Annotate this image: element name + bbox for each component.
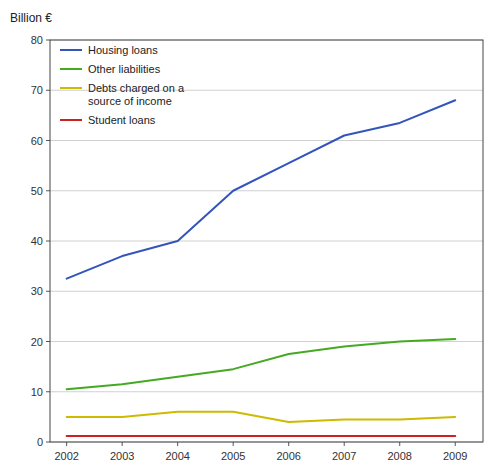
- y-tick: [46, 341, 50, 342]
- grid: [50, 40, 483, 442]
- x-tick: [233, 442, 234, 446]
- series-line: [67, 412, 456, 422]
- series-line: [67, 435, 456, 437]
- legend: Housing loans Other liabilities Debts char…: [60, 44, 185, 126]
- legend-label: Housing loans: [88, 44, 158, 56]
- y-tick: [46, 241, 50, 242]
- x-tick: [122, 442, 123, 446]
- y-tick-label: 60: [31, 135, 43, 147]
- x-tick: [177, 442, 178, 446]
- x-tick-label: 2004: [165, 450, 189, 462]
- legend-swatch: [60, 68, 82, 70]
- y-axis-label: Billion €: [10, 11, 52, 25]
- x-tick-label: 2005: [221, 450, 245, 462]
- legend-label: Other liabilities: [88, 63, 161, 75]
- plot-frame: [50, 40, 483, 442]
- legend-swatch: [60, 87, 82, 89]
- y-tick-label: 80: [31, 34, 43, 46]
- y-tick: [46, 190, 50, 191]
- y-tick: [46, 442, 50, 443]
- y-tick-label: 0: [37, 436, 43, 448]
- x-tick: [288, 442, 289, 446]
- y-tick-label: 20: [31, 336, 43, 348]
- grid-line: [50, 241, 483, 242]
- y-tick: [46, 40, 50, 41]
- y-tick: [46, 291, 50, 292]
- y-tick: [46, 140, 50, 141]
- y-tick: [46, 391, 50, 392]
- y-tick: [46, 90, 50, 91]
- x-tick: [344, 442, 345, 446]
- chart: 0 10 20 30 40 50 60 70 80 2002 2003 2004 2005 2006 200…: [0, 0, 499, 476]
- y-tick-label: 40: [31, 235, 43, 247]
- x-tick: [455, 442, 456, 446]
- grid-line: [50, 190, 483, 191]
- series-line: [67, 339, 456, 389]
- x-tick-label: 2007: [332, 450, 356, 462]
- legend-swatch: [60, 119, 82, 121]
- x-tick: [66, 442, 67, 446]
- y-tick-label: 70: [31, 84, 43, 96]
- series-line: [67, 100, 456, 278]
- legend-label: Student loans: [88, 114, 156, 126]
- x-tick-label: 2008: [387, 450, 411, 462]
- legend-label: Debts charged on asource of income: [88, 82, 185, 107]
- grid-line: [50, 391, 483, 392]
- x-tick-label: 2006: [276, 450, 300, 462]
- y-tick-label: 30: [31, 285, 43, 297]
- grid-line: [50, 140, 483, 141]
- x-tick-label: 2003: [110, 450, 134, 462]
- y-tick-label: 10: [31, 386, 43, 398]
- grid-line: [50, 291, 483, 292]
- lines: [67, 100, 456, 436]
- y-tick-label: 50: [31, 185, 43, 197]
- x-tick: [399, 442, 400, 446]
- legend-swatch: [60, 49, 82, 51]
- x-tick-label: 2002: [54, 450, 78, 462]
- x-tick-label: 2009: [443, 450, 467, 462]
